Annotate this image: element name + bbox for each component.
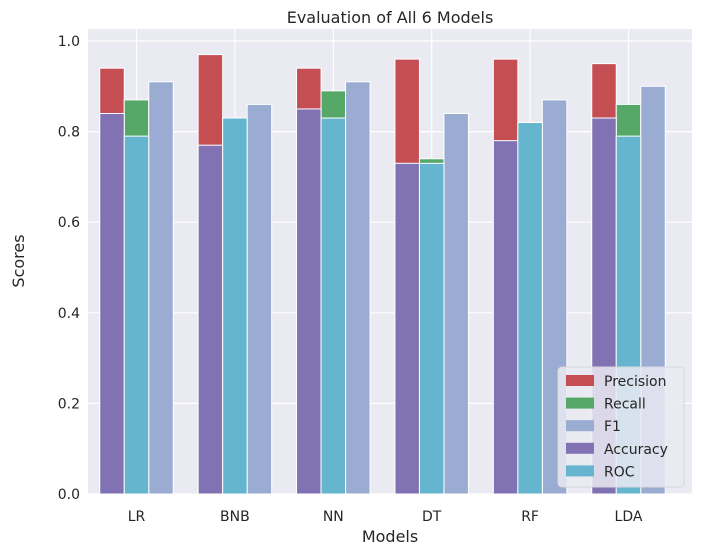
bar-roc-bnb xyxy=(222,117,248,495)
bar-accuracy-lr xyxy=(99,112,125,495)
y-tick-label: 0.6 xyxy=(58,215,80,231)
x-tick-label: DT xyxy=(422,509,442,525)
legend-label: Recall xyxy=(604,397,646,413)
bar-roc-lr xyxy=(123,135,150,495)
legend-label: F1 xyxy=(604,419,621,435)
bar-roc-nn xyxy=(320,117,347,495)
legend-swatch xyxy=(566,375,594,386)
y-axis-label: Scores xyxy=(9,234,28,287)
x-tick-label: RF xyxy=(521,509,539,525)
bar-roc-rf xyxy=(517,122,543,495)
bar-accuracy-nn xyxy=(296,108,322,495)
y-tick-label: 1.0 xyxy=(58,34,80,50)
y-tick-label: 0.0 xyxy=(58,487,80,503)
legend-swatch xyxy=(566,465,594,477)
x-tick-label: BNB xyxy=(220,509,250,525)
bar-f1-dt xyxy=(443,112,469,495)
legend-swatch xyxy=(566,442,594,454)
chart-title: Evaluation of All 6 Models xyxy=(287,8,494,27)
legend-swatch xyxy=(566,397,594,409)
y-tick-label: 0.4 xyxy=(58,306,80,322)
legend-swatch xyxy=(566,420,594,432)
legend-label: ROC xyxy=(604,464,635,480)
bar-f1-lr xyxy=(148,81,174,495)
x-tick-labels: LR BNB NN DT RF LDA xyxy=(128,509,643,525)
legend: Precision Recall F1 Accuracy ROC xyxy=(557,366,685,488)
bar-f1-nn xyxy=(345,81,371,495)
bar-accuracy-rf xyxy=(492,140,519,495)
bar-roc-dt xyxy=(418,162,445,495)
x-tick-label: LDA xyxy=(615,509,643,525)
y-tick-label: 0.2 xyxy=(58,396,80,412)
x-tick-label: LR xyxy=(128,509,146,525)
y-tick-label: 0.8 xyxy=(58,125,80,141)
x-tick-label: NN xyxy=(323,509,344,525)
x-axis-label: Models xyxy=(362,527,418,546)
legend-box xyxy=(557,366,685,488)
bar-f1-bnb xyxy=(246,103,273,495)
bar-accuracy-dt xyxy=(394,162,420,495)
legend-label: Accuracy xyxy=(604,442,668,458)
bar-accuracy-bnb xyxy=(197,144,224,495)
y-tick-labels: 0.0 0.2 0.4 0.6 0.8 1.0 xyxy=(58,34,80,503)
legend-label: Precision xyxy=(604,374,666,390)
